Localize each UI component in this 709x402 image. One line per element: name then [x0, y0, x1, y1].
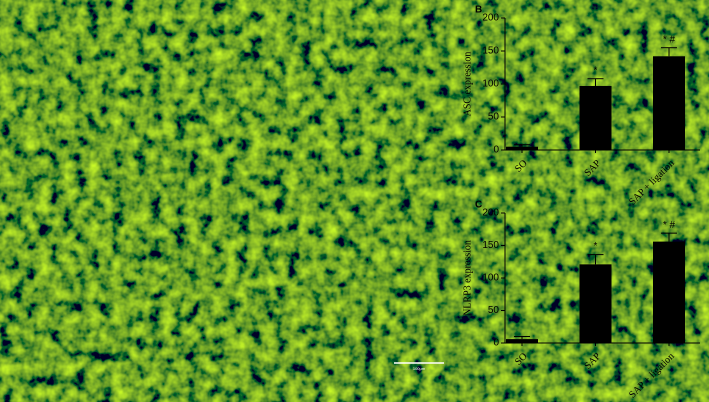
y-tick-label: 100 [482, 273, 499, 284]
microscopy-panel: A NLRP3 ASC Merge SO 100μm 100μm 100μm SAP 100μm 1… [1, 1, 452, 375]
y-tick-label: 150 [482, 46, 499, 57]
scale-bar-label: 100μm [413, 122, 426, 127]
significance-label: * [594, 241, 598, 252]
micrograph [160, 14, 305, 131]
bar [579, 85, 612, 150]
significance-label: * [594, 65, 598, 76]
scale-bar-label: 100μm [413, 366, 426, 371]
x-tick-label: SO [513, 158, 530, 175]
charts: B ASC expression 0 50 100 150 200 SO * SAP * # SAP … [462, 5, 700, 401]
micrograph [12, 258, 157, 375]
y-tick-label: 50 [488, 305, 500, 316]
scale-bar-label: 100μm [118, 366, 131, 371]
panel-label: C [475, 200, 482, 211]
column-header: ASC [222, 1, 243, 12]
x-tick-label: SAP [582, 158, 603, 179]
micrograph [307, 136, 452, 253]
y-tick-label: 0 [493, 145, 499, 156]
scale-bar-label: 100μm [266, 366, 279, 371]
micrograph [160, 258, 305, 375]
x-tick-label: SAP [582, 351, 603, 372]
panel-label: B [475, 5, 482, 16]
x-tick-label: SAP + ligation [627, 158, 677, 208]
x-tick-label: SAP + ligation [627, 351, 677, 401]
scale-bar-label: 100μm [266, 244, 279, 249]
column-header: Merge [365, 1, 394, 12]
row-label: SAP [1, 185, 12, 204]
scale-bar-label: 100μm [413, 244, 426, 249]
y-tick-label: 50 [488, 112, 500, 123]
significance-label: * # [663, 220, 676, 231]
y-axis-label: ASC expression [462, 52, 473, 117]
panel-label: A [3, 1, 10, 12]
y-tick-label: 150 [482, 240, 499, 251]
micrograph [307, 258, 452, 375]
micrograph [12, 14, 157, 131]
bar [653, 56, 685, 150]
y-tick-label: 200 [482, 13, 499, 24]
y-axis-label: NLRP3 expression [462, 240, 473, 316]
row-label: SAP + ligation [1, 287, 12, 346]
micrograph [307, 14, 452, 131]
significance-label: * # [663, 34, 676, 45]
scale-bar-label: 100μm [266, 122, 279, 127]
bar [506, 146, 538, 150]
scale-bar-label: 100μm [118, 122, 131, 127]
x-tick-label: SO [513, 351, 530, 368]
micrograph [160, 136, 305, 253]
row-label: SO [1, 66, 12, 79]
scale-bar-label: 100μm [118, 244, 131, 249]
y-tick-label: 200 [482, 208, 499, 219]
micrograph [12, 136, 157, 253]
bar [653, 241, 685, 343]
bar [506, 339, 538, 343]
column-header: NLRP3 [68, 1, 101, 12]
y-tick-label: 100 [482, 79, 499, 90]
bar [579, 264, 612, 343]
y-tick-label: 0 [493, 338, 499, 349]
